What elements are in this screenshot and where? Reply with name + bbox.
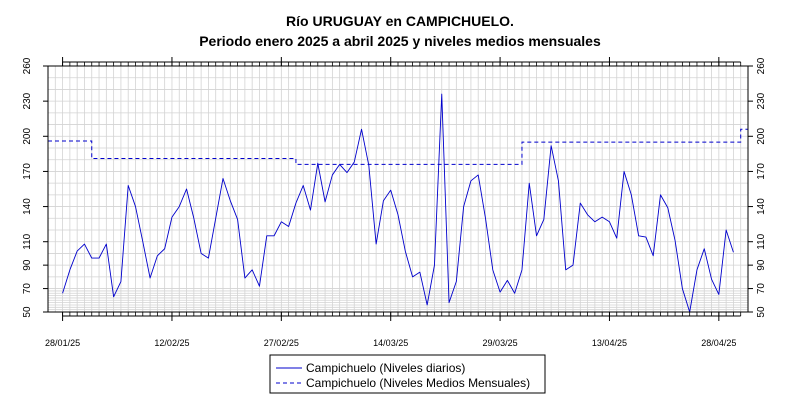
y-tick-label-right: 70 bbox=[756, 283, 767, 295]
axes: 50 50 70 70 90 90 110 110 140 140 170 170 200 200 230 2… bbox=[22, 57, 767, 348]
series-line-daily bbox=[62, 93, 734, 313]
y-tick-label-right: 200 bbox=[756, 128, 767, 145]
chart-title: Río URUGUAY en CAMPICHUELO. bbox=[286, 13, 514, 29]
y-tick-label-right: 50 bbox=[756, 306, 767, 318]
x-tick-label: 28/04/25 bbox=[701, 338, 736, 348]
y-tick-label-right: 260 bbox=[756, 57, 767, 74]
y-tick-label-left: 90 bbox=[22, 259, 33, 271]
y-tick-label-left: 140 bbox=[22, 198, 33, 215]
grid bbox=[48, 66, 748, 312]
y-tick-label-right: 140 bbox=[756, 198, 767, 215]
y-tick-label-left: 230 bbox=[22, 92, 33, 109]
x-tick-label: 28/01/25 bbox=[45, 338, 80, 348]
legend-label-monthly: Campichuelo (Niveles Medios Mensuales) bbox=[306, 376, 530, 390]
y-tick-label-left: 70 bbox=[22, 283, 33, 295]
y-tick-label-right: 90 bbox=[756, 259, 767, 271]
legend-box bbox=[269, 354, 546, 394]
legend-label-daily: Campichuelo (Niveles diarios) bbox=[306, 361, 465, 375]
y-tick-label-right: 170 bbox=[756, 163, 767, 180]
chart-subtitle: Periodo enero 2025 a abril 2025 y nivele… bbox=[199, 33, 601, 49]
monthly-mean-series bbox=[48, 128, 748, 165]
x-tick-label: 13/04/25 bbox=[592, 338, 627, 348]
x-tick-label: 14/03/25 bbox=[373, 338, 408, 348]
y-tick-label-left: 260 bbox=[22, 57, 33, 74]
daily-series bbox=[62, 93, 734, 313]
x-tick-label: 27/02/25 bbox=[264, 338, 299, 348]
legend: Campichuelo (Niveles diarios)Campichuelo… bbox=[269, 354, 546, 394]
y-tick-label-left: 110 bbox=[22, 233, 33, 249]
x-tick-label: 29/03/25 bbox=[483, 338, 518, 348]
series-line-monthly-mean bbox=[48, 128, 748, 165]
y-tick-label-left: 50 bbox=[22, 306, 33, 318]
x-tick-label: 12/02/25 bbox=[154, 338, 189, 348]
y-tick-label-left: 200 bbox=[22, 128, 33, 145]
y-tick-label-right: 110 bbox=[756, 233, 767, 249]
y-tick-label-right: 230 bbox=[756, 92, 767, 109]
y-tick-label-left: 170 bbox=[22, 163, 33, 180]
